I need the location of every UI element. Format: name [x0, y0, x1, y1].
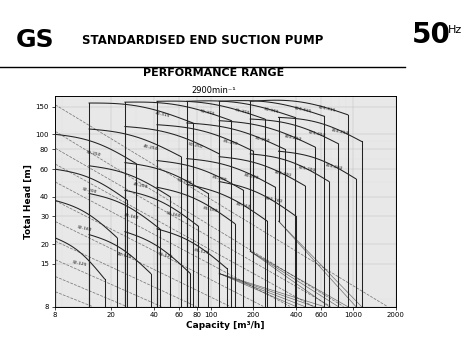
- Text: 80-200: 80-200: [244, 173, 260, 180]
- Text: 65-250: 65-250: [222, 140, 238, 147]
- Y-axis label: Total Head [m]: Total Head [m]: [24, 164, 33, 239]
- Text: 100-200: 100-200: [273, 170, 292, 178]
- Text: 32-200: 32-200: [81, 187, 97, 194]
- Text: 100-160: 100-160: [264, 196, 283, 204]
- Text: Hz: Hz: [447, 25, 462, 35]
- Text: 50-125: 50-125: [157, 252, 173, 259]
- Text: 32-125: 32-125: [72, 260, 88, 267]
- Text: 65-160: 65-160: [202, 206, 219, 214]
- Text: 32-160: 32-160: [77, 225, 92, 233]
- Text: 40-315: 40-315: [155, 111, 171, 118]
- Text: 32-250: 32-250: [85, 150, 101, 157]
- Text: 125-315: 125-315: [317, 105, 336, 113]
- Text: GS: GS: [16, 28, 55, 52]
- Text: SELECTION CHART: SELECTION CHART: [435, 183, 444, 276]
- Text: 2900min⁻¹: 2900min⁻¹: [191, 86, 236, 95]
- Text: 65-125: 65-125: [194, 248, 210, 255]
- Text: 50-200: 50-200: [176, 178, 192, 185]
- Text: 65-315: 65-315: [234, 108, 250, 115]
- Text: 100-315: 100-315: [293, 106, 312, 114]
- Text: 50-315: 50-315: [200, 109, 216, 116]
- Text: 65-200: 65-200: [212, 175, 228, 182]
- Text: 80-160: 80-160: [236, 202, 251, 210]
- Text: 80-315: 80-315: [264, 107, 280, 114]
- Text: 50-250: 50-250: [187, 142, 203, 149]
- Text: 125-250: 125-250: [307, 130, 326, 138]
- Text: 150-200: 150-200: [324, 163, 343, 171]
- Text: 40-160: 40-160: [124, 213, 140, 220]
- Text: 50-160: 50-160: [166, 211, 182, 218]
- Text: 50: 50: [412, 21, 451, 49]
- Text: 150-250: 150-250: [330, 128, 349, 135]
- Text: 80-250: 80-250: [255, 136, 271, 144]
- X-axis label: Capacity [m³/h]: Capacity [m³/h]: [186, 321, 264, 330]
- Text: 40-250: 40-250: [143, 144, 159, 151]
- Text: 40-125: 40-125: [117, 252, 133, 259]
- Text: PERFORMANCE RANGE: PERFORMANCE RANGE: [143, 68, 284, 78]
- Text: 40-200: 40-200: [132, 182, 148, 189]
- Text: STANDARDISED END SUCTION PUMP: STANDARDISED END SUCTION PUMP: [82, 34, 323, 47]
- Text: 125-200: 125-200: [298, 165, 316, 173]
- Text: 100-250: 100-250: [283, 134, 302, 142]
